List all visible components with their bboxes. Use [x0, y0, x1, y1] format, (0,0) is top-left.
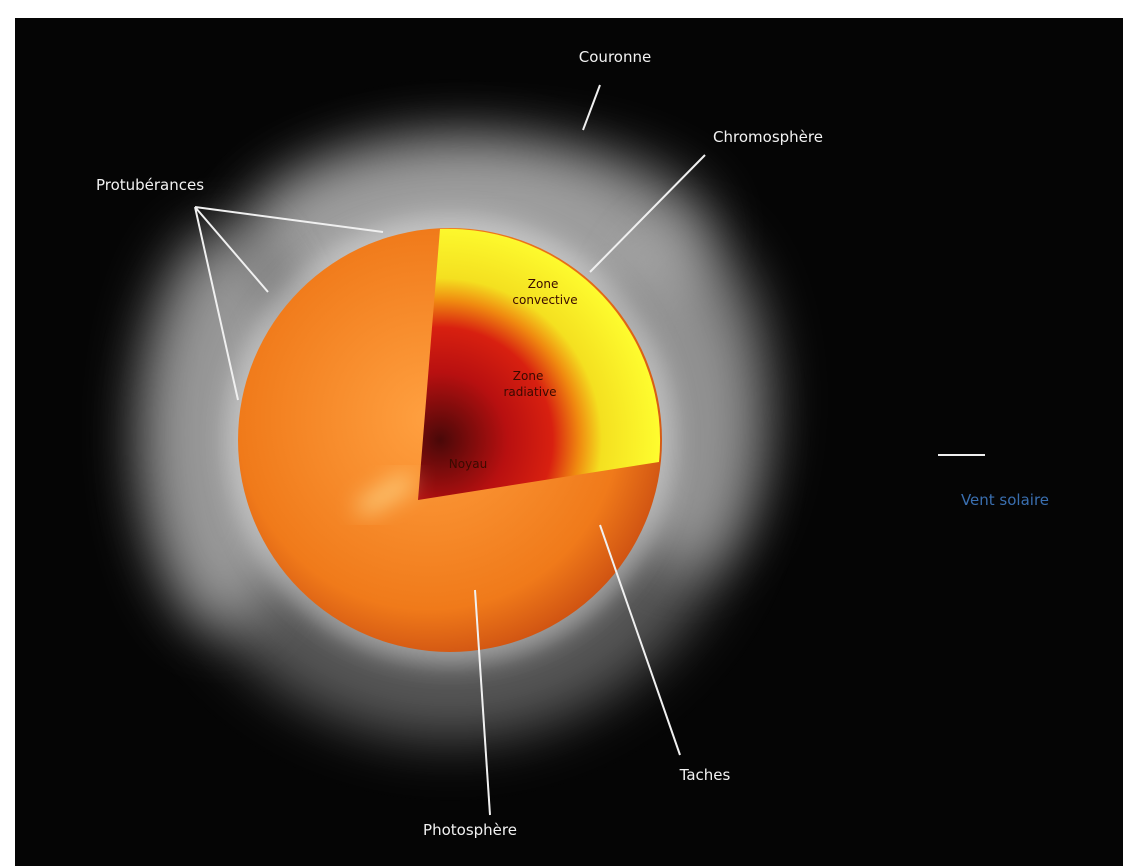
label-line: radiative: [503, 385, 556, 399]
label-noyau: Noyau: [449, 457, 487, 471]
label-line: Zone: [528, 277, 559, 291]
cutaway: [418, 228, 661, 501]
label-protuberances: Protubérances: [96, 176, 204, 194]
leader-lines: [194, 84, 985, 816]
label-vent-solaire: Vent solaire: [961, 491, 1049, 509]
label-line: Zone: [513, 369, 544, 383]
label-photosphere: Photosphère: [423, 821, 517, 839]
label-zone-convective: Zone convective: [512, 277, 577, 307]
label-zone-radiative: Zone radiative: [503, 369, 556, 399]
label-taches: Taches: [679, 766, 731, 784]
label-line: convective: [512, 293, 577, 307]
label-couronne: Couronne: [579, 48, 651, 66]
label-chromosphere: Chromosphère: [713, 128, 823, 146]
sunspot-flare: [357, 475, 413, 515]
